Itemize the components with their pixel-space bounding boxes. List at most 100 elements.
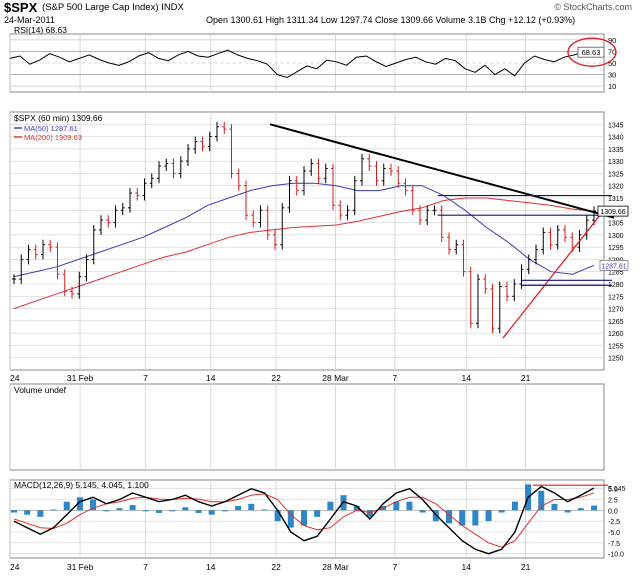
macd-tick-label: 0.0 — [608, 508, 618, 515]
price-x-tick-label: 24 — [10, 373, 20, 383]
ma200-legend-label: MA(200) 1309.63 — [24, 133, 82, 142]
macd-histogram-bar — [511, 501, 518, 511]
price-tick-label: 1285 — [608, 270, 624, 277]
price-x-tick-label: 7 — [143, 373, 148, 383]
macd-x-tick-label: 7 — [393, 562, 398, 572]
descending-trendline — [269, 123, 615, 219]
macd-histogram-bar — [406, 501, 413, 511]
macd-line — [13, 485, 595, 555]
price-x-tick-label: 14 — [461, 373, 471, 383]
macd-histogram-bar — [142, 510, 149, 512]
macd-histogram-bar — [90, 499, 97, 511]
chart-date: 24-Mar-2011 — [4, 15, 55, 25]
price-tick-label: 1280 — [608, 282, 624, 289]
price-tick-label: 1255 — [608, 343, 624, 350]
rsi-last-value-box — [577, 46, 605, 58]
rsi-last-value: 68.63 — [582, 48, 601, 57]
price-x-tick-label: 22 — [271, 373, 281, 383]
rsi-tick-label: 30 — [608, 71, 616, 80]
macd-tick-label: -10.0 — [608, 552, 624, 559]
macd-tick-label: -5.0 — [608, 530, 620, 537]
ma200-line — [13, 197, 595, 310]
macd-histogram-bar — [50, 509, 57, 511]
macd-histogram-bar — [301, 510, 307, 526]
macd-histogram-bar — [366, 510, 373, 517]
macd-histogram-bar — [432, 510, 439, 522]
ma50-value-label: 1287.61 — [601, 263, 626, 270]
macd-x-tick-label: 31 Feb — [67, 562, 94, 572]
panel-frame-vol — [9, 383, 605, 471]
macd-histogram-bar — [76, 497, 83, 511]
price-tick-label: 1260 — [608, 331, 624, 338]
macd-histogram-bar — [24, 510, 31, 515]
last-price-box — [597, 205, 629, 217]
macd-x-tick-label: 14 — [461, 562, 471, 572]
panel-frame-price — [9, 111, 605, 371]
macd-histogram-bar — [195, 510, 202, 513]
symbol-description: (S&P 500 Large Cap Index) INDX — [42, 2, 184, 13]
macd-x-tick-label: 24 — [10, 562, 20, 572]
price-tick-label: 1315 — [608, 196, 624, 203]
macd-histogram-bar — [63, 501, 70, 511]
price-tick-label: 1300 — [608, 233, 624, 240]
macd-histogram-bar — [577, 508, 584, 511]
price-tick-label: 1335 — [608, 147, 624, 154]
macd-histogram-bar — [287, 510, 294, 528]
macd-title: MACD(12,26,9) 5.145, 4.045, 1.100 — [14, 480, 149, 490]
price-tick-label: 1325 — [608, 171, 624, 178]
macd-histogram-bar — [314, 510, 321, 517]
macd-histogram-bar — [221, 510, 228, 512]
price-tick-label: 1275 — [608, 294, 624, 301]
macd-histogram-bar — [235, 506, 242, 511]
symbol-title: $SPX — [4, 0, 38, 15]
macd-histogram-bar — [182, 507, 189, 511]
rsi-highlight-circle — [567, 37, 617, 67]
macd-value-label: 5.145 — [608, 486, 626, 493]
rsi-tick-label: 70 — [608, 47, 616, 56]
macd-histogram-bar — [446, 510, 452, 524]
macd-histogram-bar — [327, 501, 334, 511]
macd-histogram-bar — [419, 510, 426, 513]
macd-tick-label: 5.0 — [608, 487, 618, 494]
rsi-title: RSI(14) 68.63 — [14, 25, 67, 35]
macd-histogram-bar — [485, 510, 492, 522]
rising-trendline — [502, 214, 601, 339]
macd-histogram-bar — [248, 503, 255, 511]
macd-histogram-bar — [472, 510, 479, 526]
macd-histogram-bar — [169, 510, 176, 512]
macd-tick-label: 2.5 — [608, 498, 618, 505]
macd-histogram-bar — [459, 510, 466, 526]
last-price-label: 1309.66 — [600, 209, 625, 216]
price-tick-label: 1340 — [608, 135, 624, 142]
macd-tick-label: -2.5 — [608, 519, 620, 526]
rsi-tick-label: 10 — [608, 82, 616, 91]
macd-histogram-bar — [261, 509, 268, 511]
macd-histogram-bar — [591, 505, 597, 511]
macd-histogram-bar — [129, 505, 136, 511]
price-x-tick-label: 14 — [206, 373, 216, 383]
macd-histogram-bar — [393, 501, 400, 511]
rsi-tick-label: 90 — [608, 36, 616, 45]
macd-x-tick-label: 7 — [143, 562, 148, 572]
price-tick-label: 1305 — [608, 221, 624, 228]
macd-histogram-bar — [116, 508, 123, 511]
price-tick-label: 1345 — [608, 122, 624, 129]
macd-histogram-bar — [156, 510, 162, 513]
ohlc-summary: Open 1300.61 High 1311.34 Low 1297.74 Cl… — [206, 15, 576, 25]
price-tick-label: 1270 — [608, 307, 624, 314]
macd-tick-label: -7.5 — [608, 541, 620, 548]
macd-x-tick-label: 22 — [271, 562, 281, 572]
macd-histogram-bar — [37, 510, 44, 517]
rsi-tick-label: 50 — [608, 59, 616, 68]
ma50-value-box — [599, 260, 629, 271]
price-x-tick-label: 28 Mar — [322, 373, 349, 383]
volume-title: Volume undef — [14, 385, 67, 395]
macd-x-tick-label: 21 — [521, 562, 531, 572]
macd-histogram-bar — [103, 510, 110, 512]
macd-histogram-bar — [498, 510, 505, 513]
macd-histogram-bar — [353, 506, 360, 511]
macd-x-tick-label: 14 — [206, 562, 216, 572]
price-tick-label: 1330 — [608, 159, 624, 166]
stockcharts-watermark: © StockCharts.com — [554, 2, 632, 12]
price-tick-label: 1295 — [608, 245, 624, 252]
